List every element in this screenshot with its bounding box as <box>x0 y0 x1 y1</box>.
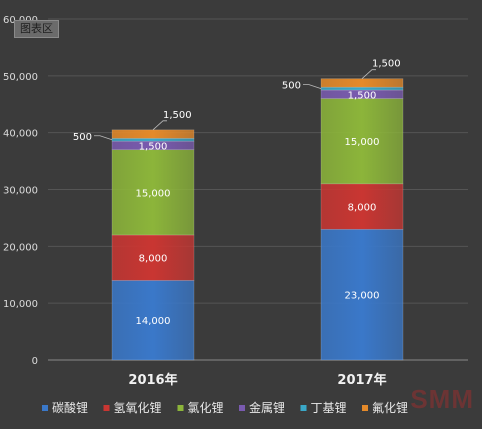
y-tick-label: 0 <box>32 356 38 367</box>
x-category-label: 2017年 <box>337 372 386 388</box>
data-label: 23,000 <box>345 291 380 302</box>
bar-segment <box>320 98 404 185</box>
bar-segment <box>111 138 195 142</box>
bar-segment <box>320 78 404 88</box>
bar-segment <box>111 129 195 139</box>
legend-label: 氟化锂 <box>372 400 408 415</box>
data-label: 15,000 <box>345 137 380 148</box>
bar-segment <box>320 228 404 361</box>
legend-label: 碳酸锂 <box>52 400 88 415</box>
leader-line <box>303 84 322 90</box>
y-tick-label: 30,000 <box>3 186 38 197</box>
y-tick-label: 20,000 <box>3 242 38 253</box>
y-tick-label: 40,000 <box>3 129 38 140</box>
chart-area-badge: 图表区 <box>14 20 59 38</box>
data-label: 500 <box>73 132 92 143</box>
legend-label: 丁基锂 <box>311 400 347 415</box>
legend-label: 氯化锂 <box>188 400 224 415</box>
legend-swatch <box>300 405 307 411</box>
legend-swatch <box>103 405 110 411</box>
legend-swatch <box>177 405 184 411</box>
data-label: 14,000 <box>136 316 171 327</box>
data-label: 1,500 <box>139 141 168 152</box>
data-label: 1,500 <box>348 90 377 101</box>
data-label: 8,000 <box>139 254 168 265</box>
x-category-label: 2016年 <box>128 372 177 388</box>
y-tick-label: 50,000 <box>3 72 38 83</box>
y-tick-label: 10,000 <box>3 299 38 310</box>
bar-segment <box>111 234 195 281</box>
data-label: 1,500 <box>163 110 192 121</box>
leader-line <box>152 120 167 131</box>
data-label: 8,000 <box>348 203 377 214</box>
legend-swatch <box>239 405 245 411</box>
leader-line <box>361 69 376 79</box>
leader-line <box>94 135 113 141</box>
legend-label: 氢氧化锂 <box>114 400 162 415</box>
data-label: 1,500 <box>372 59 401 70</box>
bar-segment <box>320 183 404 230</box>
data-label: 15,000 <box>136 188 171 199</box>
legend-swatch <box>42 405 48 411</box>
data-label: 500 <box>282 81 301 92</box>
legend-label: 金属锂 <box>249 400 285 415</box>
bar-segment <box>111 149 195 236</box>
legend-swatch <box>362 405 368 411</box>
watermark-logo: SMM <box>410 384 474 414</box>
